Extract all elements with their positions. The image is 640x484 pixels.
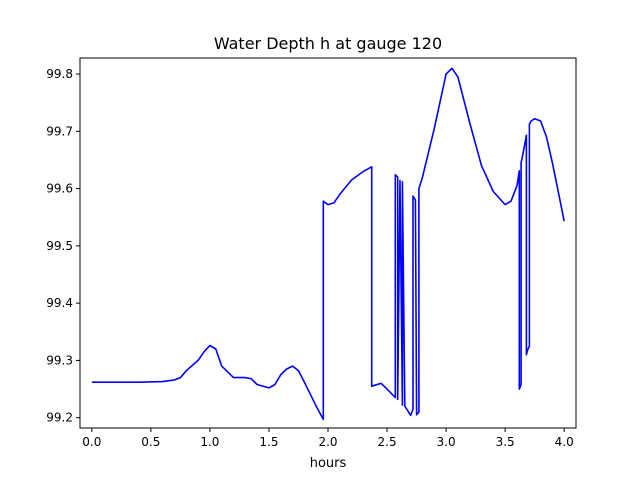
y-axis: 99.2 99.3 99.4 99.5 99.6 99.7 99.8: [46, 67, 80, 425]
x-tick-label: 3.5: [496, 435, 515, 449]
x-tick-label: 0.0: [82, 435, 101, 449]
y-tick-label: 99.3: [46, 353, 73, 367]
x-axis: 0.0 0.5 1.0 1.5 2.0 2.5 3.0 3.5 4.0: [82, 428, 574, 449]
water-depth-line: [91, 67, 565, 421]
plot-frame: [79, 57, 577, 429]
y-tick-label: 99.5: [46, 239, 73, 253]
x-tick-label: 1.0: [200, 435, 219, 449]
x-tick-label: 2.5: [378, 435, 397, 449]
y-tick-label: 99.7: [46, 124, 73, 138]
chart-title: Water Depth h at gauge 120: [214, 34, 442, 53]
x-tick-label: 0.5: [141, 435, 160, 449]
y-tick-label: 99.2: [46, 411, 73, 425]
x-tick-label: 2.0: [318, 435, 337, 449]
x-tick-label: 3.0: [437, 435, 456, 449]
plot-series: [91, 67, 565, 421]
x-axis-label: hours: [310, 456, 347, 471]
y-tick-label: 99.6: [46, 182, 73, 196]
y-tick-label: 99.4: [46, 296, 73, 310]
x-tick-label: 1.5: [259, 435, 278, 449]
y-tick-label: 99.8: [46, 67, 73, 81]
x-tick-label: 4.0: [555, 435, 574, 449]
